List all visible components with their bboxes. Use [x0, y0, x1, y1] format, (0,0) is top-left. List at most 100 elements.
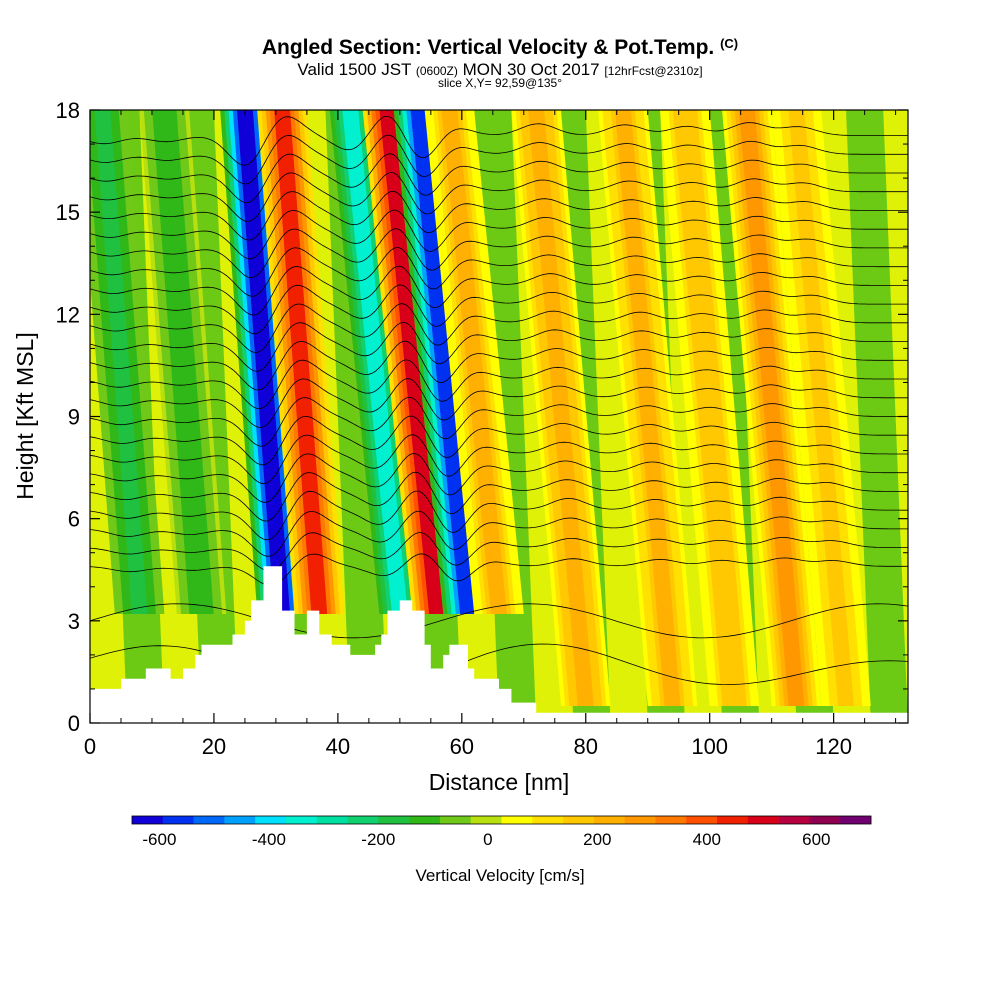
colorbar-swatch [809, 816, 841, 824]
colorbar-swatch [409, 816, 441, 824]
colorbar-swatch [778, 816, 810, 824]
colorbar-tick-label: 600 [802, 830, 830, 849]
colorbar-swatch [316, 816, 348, 824]
theta-contour-line [90, 284, 908, 335]
theta-contour-line [90, 603, 908, 639]
colorbar-swatch [193, 816, 225, 824]
colorbar-tick-label: -400 [252, 830, 286, 849]
theta-contour-line [90, 228, 908, 279]
field-band [441, 110, 507, 615]
colorbar-swatch [162, 816, 194, 824]
field-band [342, 110, 408, 615]
colorbar-swatch [747, 816, 779, 824]
theta-contour-line [90, 490, 908, 541]
colorbar-swatch [224, 816, 256, 824]
y-axis-title: Height [Kft MSL] [12, 332, 38, 499]
field-band [94, 110, 148, 615]
theta-contour-line [90, 359, 908, 409]
field-band [738, 110, 805, 706]
theta-contour-line [90, 532, 908, 572]
y-tick-label: 6 [68, 507, 80, 532]
theta-contour-line [90, 134, 908, 185]
y-tick-label: 0 [68, 711, 80, 736]
valid-date: MON 30 Oct 2017 [462, 60, 600, 79]
colorbar-swatch [686, 816, 718, 824]
colorbar-swatch [840, 816, 872, 824]
theta-contour-line [90, 471, 908, 522]
colorbar: -600 -400 -200 0 200 400 600 [131, 815, 872, 849]
theta-contour-line [90, 265, 908, 316]
y-tick-label: 9 [68, 405, 80, 430]
x-tick-label: 120 [815, 734, 852, 759]
axes: 0 20 40 60 80 100 120 0 3 6 9 12 15 18 [56, 98, 908, 759]
colorbar-tick-label: -200 [361, 830, 395, 849]
theta-contour-line [90, 453, 908, 503]
colorbar-tick-label: -600 [142, 830, 176, 849]
colorbar-swatch [655, 816, 687, 824]
theta-contour-line [90, 434, 908, 485]
slice-info: slice X,Y= 92,59@135° [437, 76, 563, 90]
x-tick-label: 40 [326, 734, 350, 759]
colorbar-swatch [439, 816, 472, 824]
y-tick-label: 3 [68, 609, 80, 634]
y-tick-label: 18 [56, 98, 80, 123]
theta-contour-line [90, 553, 908, 587]
theta-contour-line [90, 378, 908, 428]
theta-contour-line [90, 510, 908, 557]
theta-contour-line [90, 115, 908, 166]
x-axis-title: Distance [nm] [429, 769, 570, 795]
colorbar-swatch [132, 816, 164, 824]
terrain [90, 566, 908, 723]
theta-contour-line [90, 321, 908, 372]
chart-title: Angled Section: Vertical Velocity & Pot.… [0, 36, 1000, 60]
field-band [410, 110, 476, 615]
theta-contour-line [90, 303, 908, 353]
theta-contours [90, 115, 908, 697]
x-tick-label: 0 [84, 734, 96, 759]
theta-contour-line [90, 247, 908, 297]
valid-zulu: (0600Z) [415, 64, 458, 78]
chart-title-units: (C) [720, 36, 739, 51]
theta-contour-line [90, 190, 908, 241]
x-tick-label: 100 [691, 734, 728, 759]
colorbar-swatch [255, 816, 287, 824]
valid-prefix: Valid 1500 JST [297, 60, 412, 79]
colorbar-tick-label: 400 [693, 830, 721, 849]
forecast-info: [12hrFcst@2310z] [604, 64, 703, 78]
theta-contour-line [90, 209, 908, 260]
chart-title-text: Angled Section: Vertical Velocity & Pot.… [261, 36, 715, 59]
y-tick-label: 15 [56, 200, 80, 225]
field-band [676, 110, 743, 706]
colorbar-swatch [532, 816, 564, 824]
x-tick-label: 60 [450, 734, 474, 759]
colorbar-swatch [501, 816, 533, 824]
field-band [528, 110, 594, 706]
field-stripe [585, 110, 648, 723]
x-tick-label: 80 [574, 734, 598, 759]
y-tick-label: 12 [56, 302, 80, 327]
colorbar-swatch [563, 816, 595, 824]
theta-contour-line [90, 340, 908, 391]
colorbar-title: Vertical Velocity [cm/s] [415, 866, 584, 885]
colorbar-tick-label: 200 [583, 830, 611, 849]
colorbar-swatch [347, 816, 379, 824]
theta-contour-line [90, 153, 908, 204]
colorbar-swatch [624, 816, 656, 824]
field-band [236, 110, 291, 615]
colorbar-swatch [593, 816, 625, 824]
field-band [156, 110, 210, 615]
field-band [274, 110, 328, 615]
colorbar-swatch [717, 816, 749, 824]
colorbar-tick-label: 0 [483, 830, 492, 849]
field-band [615, 110, 681, 706]
terrain-fill [90, 566, 908, 723]
colorbar-swatch [470, 816, 502, 824]
colorbar-swatch [378, 816, 410, 824]
x-tick-label: 20 [202, 734, 226, 759]
valid-time-line: Valid 1500 JST (0600Z) MON 30 Oct 2017 [… [0, 60, 1000, 80]
theta-contour-line [90, 172, 908, 222]
colorbar-swatch [285, 816, 318, 824]
velocity-field [90, 110, 908, 723]
theta-contour-line [90, 415, 908, 466]
